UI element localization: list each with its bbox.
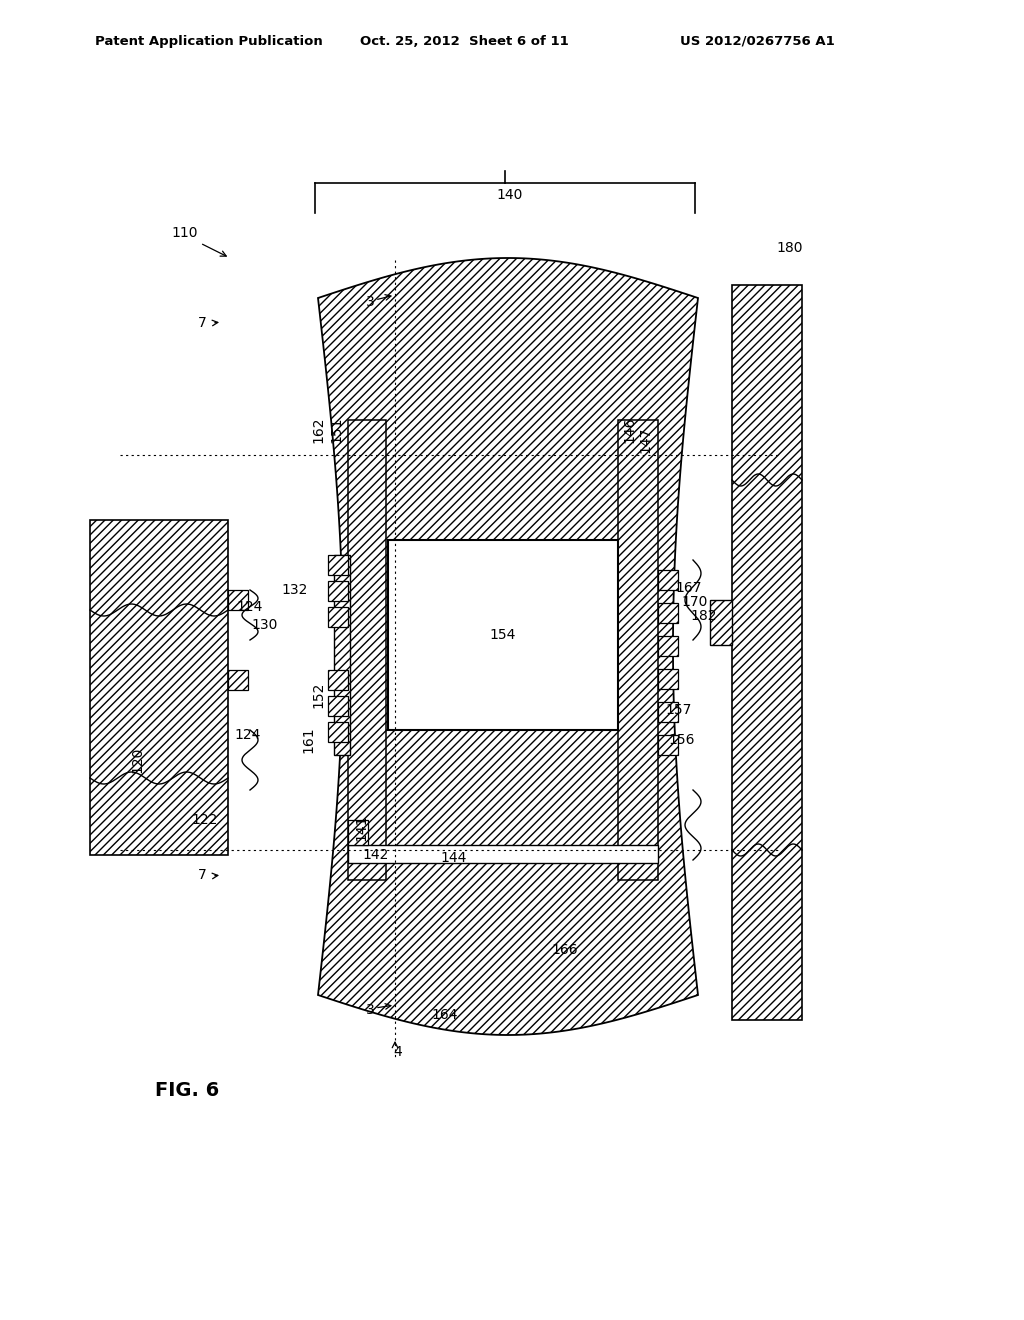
Bar bbox=[658, 669, 678, 689]
Bar bbox=[658, 735, 678, 755]
Bar bbox=[334, 554, 350, 755]
Text: 170: 170 bbox=[681, 595, 708, 609]
Text: 164: 164 bbox=[432, 1008, 459, 1022]
Text: 161: 161 bbox=[301, 727, 315, 754]
Text: 167: 167 bbox=[675, 581, 701, 595]
Bar bbox=[328, 554, 348, 576]
Bar bbox=[658, 702, 678, 722]
Text: 141: 141 bbox=[354, 814, 368, 841]
Bar bbox=[348, 420, 386, 880]
Bar bbox=[328, 722, 348, 742]
Text: 166: 166 bbox=[552, 942, 579, 957]
Bar bbox=[348, 820, 368, 845]
Text: 142: 142 bbox=[362, 847, 388, 862]
Bar bbox=[328, 581, 348, 601]
Text: 146: 146 bbox=[622, 417, 636, 444]
Bar bbox=[328, 607, 348, 627]
Text: Patent Application Publication: Patent Application Publication bbox=[95, 36, 323, 48]
Text: 130: 130 bbox=[252, 618, 279, 632]
Text: 147: 147 bbox=[638, 426, 652, 453]
Text: 144: 144 bbox=[440, 851, 466, 865]
Text: 182: 182 bbox=[690, 609, 717, 623]
Bar bbox=[618, 420, 658, 880]
Text: 110: 110 bbox=[172, 226, 199, 240]
Text: 122: 122 bbox=[191, 813, 218, 828]
Bar bbox=[710, 601, 732, 645]
Text: 152: 152 bbox=[311, 682, 325, 709]
Polygon shape bbox=[318, 257, 698, 1035]
Text: 7: 7 bbox=[198, 315, 207, 330]
Bar bbox=[228, 671, 248, 690]
Text: 156: 156 bbox=[668, 733, 694, 747]
Bar bbox=[658, 570, 678, 590]
Text: 151: 151 bbox=[329, 417, 343, 444]
Text: 120: 120 bbox=[130, 747, 144, 774]
Bar bbox=[388, 540, 618, 730]
Bar bbox=[328, 671, 348, 690]
Bar bbox=[732, 285, 802, 1020]
Text: 7: 7 bbox=[198, 869, 207, 882]
Bar bbox=[658, 636, 678, 656]
Bar bbox=[328, 696, 348, 715]
Text: 124: 124 bbox=[237, 601, 263, 614]
Text: 180: 180 bbox=[777, 242, 803, 255]
Text: 4: 4 bbox=[393, 1045, 402, 1059]
Bar bbox=[90, 520, 228, 855]
Text: 157: 157 bbox=[665, 704, 691, 717]
Text: 154: 154 bbox=[489, 628, 516, 642]
Text: 3: 3 bbox=[366, 294, 375, 309]
Text: Oct. 25, 2012  Sheet 6 of 11: Oct. 25, 2012 Sheet 6 of 11 bbox=[360, 36, 568, 48]
Bar bbox=[658, 603, 678, 623]
Text: 162: 162 bbox=[311, 417, 325, 444]
Text: 124: 124 bbox=[234, 729, 261, 742]
Bar bbox=[348, 845, 658, 863]
Text: 140: 140 bbox=[497, 187, 523, 202]
Text: 132: 132 bbox=[282, 583, 308, 597]
Bar bbox=[228, 590, 248, 610]
Text: 3: 3 bbox=[366, 1003, 375, 1016]
Text: US 2012/0267756 A1: US 2012/0267756 A1 bbox=[680, 36, 835, 48]
Text: FIG. 6: FIG. 6 bbox=[155, 1081, 219, 1100]
